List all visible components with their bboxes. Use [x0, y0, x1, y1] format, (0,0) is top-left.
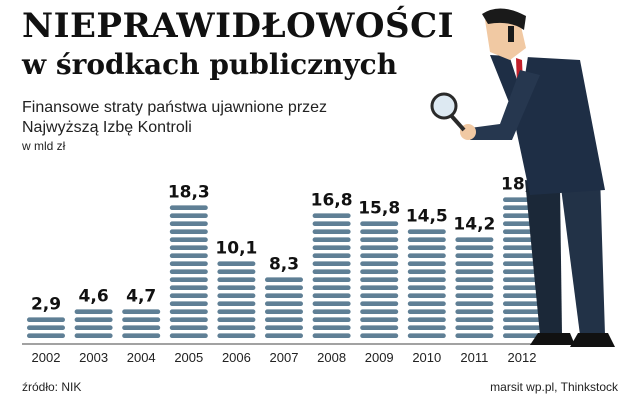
bar-2009	[360, 221, 399, 338]
x-tick-2011: 2011	[460, 350, 488, 365]
value-label-2008: 16,8	[311, 190, 353, 210]
value-label-2010: 14,5	[406, 206, 448, 226]
subtitle-line-2: Najwyższą Izbę Kontroli	[22, 119, 192, 136]
bar-2002	[27, 317, 65, 338]
credit-note: marsit wp.pl, Thinkstock	[490, 380, 618, 394]
x-tick-2006: 2006	[222, 350, 251, 365]
source-note: źródło: NIK	[22, 380, 82, 394]
value-label-2002: 2,9	[31, 294, 61, 314]
value-label-2006: 10,1	[215, 238, 257, 258]
value-label-2004: 4,7	[126, 286, 156, 306]
x-tick-2002: 2002	[32, 350, 61, 365]
bar-2008	[312, 213, 351, 338]
x-tick-2004: 2004	[127, 350, 156, 365]
value-label-2003: 4,6	[79, 286, 109, 306]
x-tick-2005: 2005	[174, 350, 203, 365]
subtitle-line-1: Finansowe straty państwa ujawnione przez	[22, 99, 328, 116]
bar-2010	[407, 229, 446, 338]
value-label-2011: 14,2	[453, 214, 495, 234]
bar-2005	[169, 205, 208, 338]
bar-2006	[217, 261, 256, 338]
bar-2011	[455, 237, 494, 338]
businessman-with-magnifier-illustration	[430, 8, 615, 347]
x-tick-labels: 2002 2003 2004 2005 2006 2007 2008 2009 2010 2011…	[32, 350, 537, 365]
unit-label: w mld zł	[22, 139, 66, 153]
bars-group	[27, 197, 541, 338]
chart-title: NIEPRAWIDŁOWOŚCI	[22, 6, 455, 46]
bar-2003	[74, 309, 113, 338]
value-label-2007: 8,3	[269, 254, 299, 274]
value-label-2009: 15,8	[358, 198, 400, 218]
x-tick-2008: 2008	[317, 350, 346, 365]
value-label-2005: 18,3	[168, 182, 210, 202]
x-tick-2007: 2007	[270, 350, 299, 365]
x-tick-2009: 2009	[365, 350, 394, 365]
x-tick-2012: 2012	[508, 350, 537, 365]
bar-2004	[122, 309, 161, 338]
x-tick-2003: 2003	[79, 350, 108, 365]
chart-title-line2: w środkach publicznych	[22, 48, 398, 81]
x-tick-2010: 2010	[412, 350, 441, 365]
chart-subtitle: Finansowe straty państwa ujawnione przez…	[22, 98, 327, 138]
bar-2007	[265, 277, 303, 338]
